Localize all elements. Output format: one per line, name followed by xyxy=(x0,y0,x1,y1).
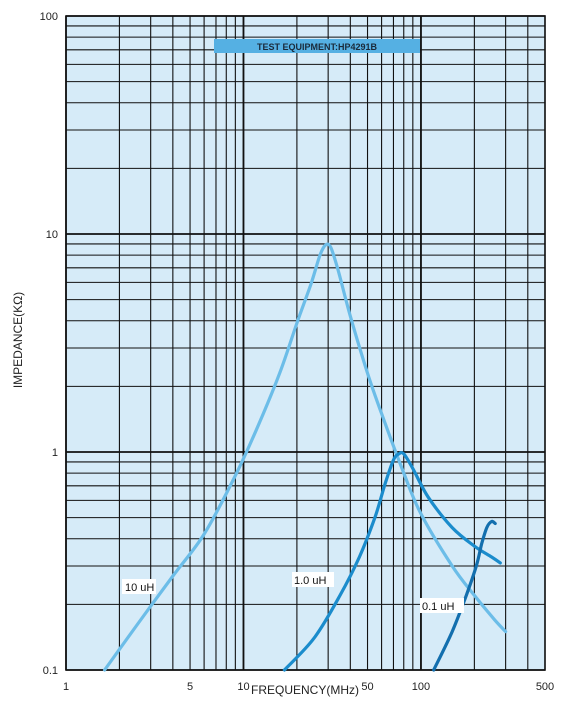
y-axis-title: IMPEDANCE(KΩ) xyxy=(11,292,25,388)
x-tick-label: 500 xyxy=(536,681,554,693)
x-tick-label: 1 xyxy=(63,681,69,693)
grid xyxy=(65,15,546,671)
x-tick-label: 50 xyxy=(361,681,373,693)
y-tick-label: 10 xyxy=(46,229,58,241)
y-tick-label: 1 xyxy=(52,447,58,459)
plot-frame xyxy=(65,15,546,671)
curve-label-10uH: 10 uH xyxy=(122,579,156,594)
curve-label-0.1uH: 0.1 uH xyxy=(420,598,464,613)
annotation-text: TEST EQUIPMENT:HP4291B xyxy=(257,42,378,52)
curve-label-10uH-bg xyxy=(122,579,156,594)
y-tick-label: 100 xyxy=(40,11,58,23)
curve-label-1uH-bg xyxy=(292,572,334,587)
x-tick-label: 5 xyxy=(187,681,193,693)
curve-label-1uH-text: 1.0 uH xyxy=(294,575,326,587)
plot-background xyxy=(66,16,545,670)
x-tick-label: 10 xyxy=(237,681,249,693)
x-axis-title: FREQUENCY(MHz) xyxy=(251,683,359,697)
curve-label-10uH-text: 10 uH xyxy=(125,582,154,594)
test-equipment-annotation: TEST EQUIPMENT:HP4291B xyxy=(214,39,420,53)
annotation-box xyxy=(214,39,420,53)
series-line-0 xyxy=(103,242,508,672)
series-line-2 xyxy=(432,519,497,672)
curves xyxy=(103,242,508,672)
series-line-1 xyxy=(282,450,502,672)
curve-label-0.1uH-bg xyxy=(420,598,464,613)
curve-label-0.1uH-text: 0.1 uH xyxy=(422,601,454,613)
x-tick-label: 100 xyxy=(412,681,430,693)
tick-labels: 1 5 10 50 100 500 0.1 1 10 100 xyxy=(40,11,555,693)
curve-label-1uH: 1.0 uH xyxy=(292,572,334,587)
y-tick-label: 0.1 xyxy=(43,665,58,677)
